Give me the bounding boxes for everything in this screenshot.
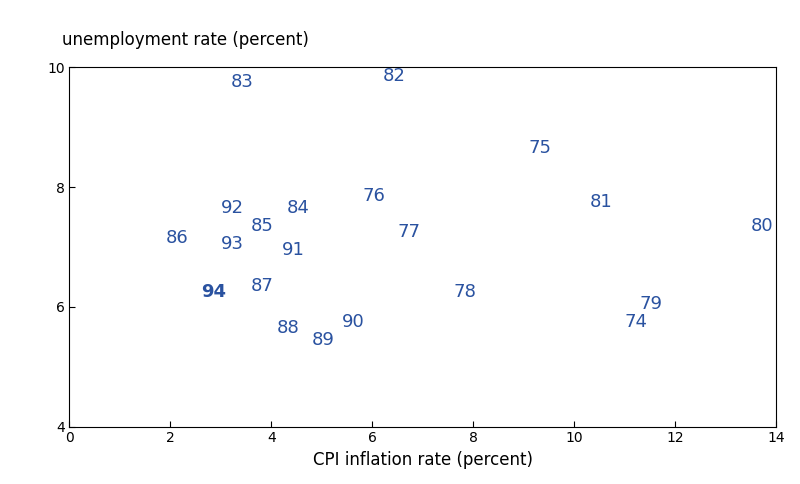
- Bar: [70, 426, 271, 484]
- Text: 90: 90: [342, 313, 365, 331]
- Text: 92: 92: [221, 199, 244, 217]
- Text: 76: 76: [362, 187, 385, 205]
- Text: 88: 88: [277, 319, 299, 337]
- Y-axis label: unemployment rate (percent): unemployment rate (percent): [62, 31, 310, 49]
- Text: 82: 82: [382, 67, 406, 85]
- Text: 79: 79: [640, 295, 663, 313]
- Text: 81: 81: [590, 193, 612, 211]
- Text: 84: 84: [286, 199, 310, 217]
- X-axis label: CPI inflation rate (percent): CPI inflation rate (percent): [313, 451, 533, 469]
- Text: 78: 78: [453, 283, 476, 301]
- Text: 77: 77: [398, 223, 421, 241]
- Text: 87: 87: [251, 277, 274, 295]
- Text: 75: 75: [529, 139, 552, 157]
- Text: 80: 80: [751, 217, 774, 235]
- Text: 86: 86: [166, 229, 188, 247]
- Text: 91: 91: [282, 241, 304, 259]
- Text: 94: 94: [201, 283, 226, 301]
- Text: 85: 85: [251, 217, 274, 235]
- Text: 89: 89: [312, 331, 334, 349]
- Text: 93: 93: [221, 235, 244, 253]
- Text: 74: 74: [625, 313, 648, 331]
- Text: 83: 83: [231, 73, 254, 91]
